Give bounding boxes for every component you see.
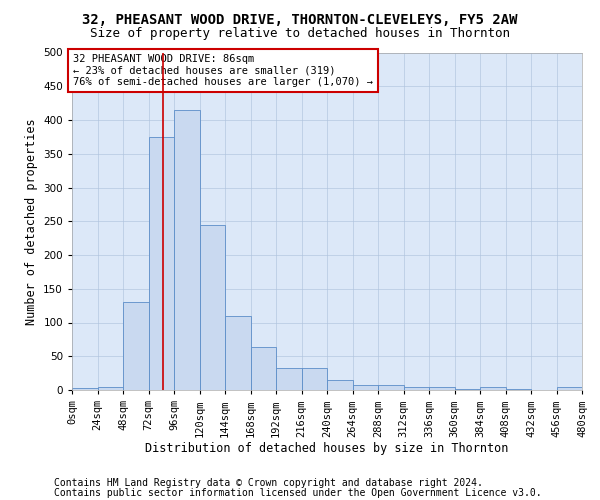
Text: Contains public sector information licensed under the Open Government Licence v3: Contains public sector information licen… bbox=[54, 488, 542, 498]
Bar bbox=[276, 368, 302, 390]
Bar bbox=[225, 316, 251, 390]
Bar bbox=[557, 386, 582, 390]
Text: 32, PHEASANT WOOD DRIVE, THORNTON-CLEVELEYS, FY5 2AW: 32, PHEASANT WOOD DRIVE, THORNTON-CLEVEL… bbox=[82, 12, 518, 26]
Bar bbox=[429, 388, 455, 390]
Bar bbox=[455, 388, 480, 390]
Text: Size of property relative to detached houses in Thornton: Size of property relative to detached ho… bbox=[90, 28, 510, 40]
Bar bbox=[327, 380, 353, 390]
X-axis label: Distribution of detached houses by size in Thornton: Distribution of detached houses by size … bbox=[145, 442, 509, 455]
Bar bbox=[72, 388, 97, 390]
Bar bbox=[97, 386, 123, 390]
Bar bbox=[174, 110, 199, 390]
Bar bbox=[480, 386, 505, 390]
Bar bbox=[378, 386, 404, 390]
Bar bbox=[123, 302, 149, 390]
Y-axis label: Number of detached properties: Number of detached properties bbox=[25, 118, 38, 324]
Bar bbox=[404, 386, 429, 390]
Text: 32 PHEASANT WOOD DRIVE: 86sqm
← 23% of detached houses are smaller (319)
76% of : 32 PHEASANT WOOD DRIVE: 86sqm ← 23% of d… bbox=[73, 54, 373, 87]
Bar bbox=[199, 224, 225, 390]
Bar bbox=[251, 348, 276, 390]
Bar bbox=[149, 137, 174, 390]
Text: Contains HM Land Registry data © Crown copyright and database right 2024.: Contains HM Land Registry data © Crown c… bbox=[54, 478, 483, 488]
Bar bbox=[353, 384, 378, 390]
Bar bbox=[302, 368, 327, 390]
